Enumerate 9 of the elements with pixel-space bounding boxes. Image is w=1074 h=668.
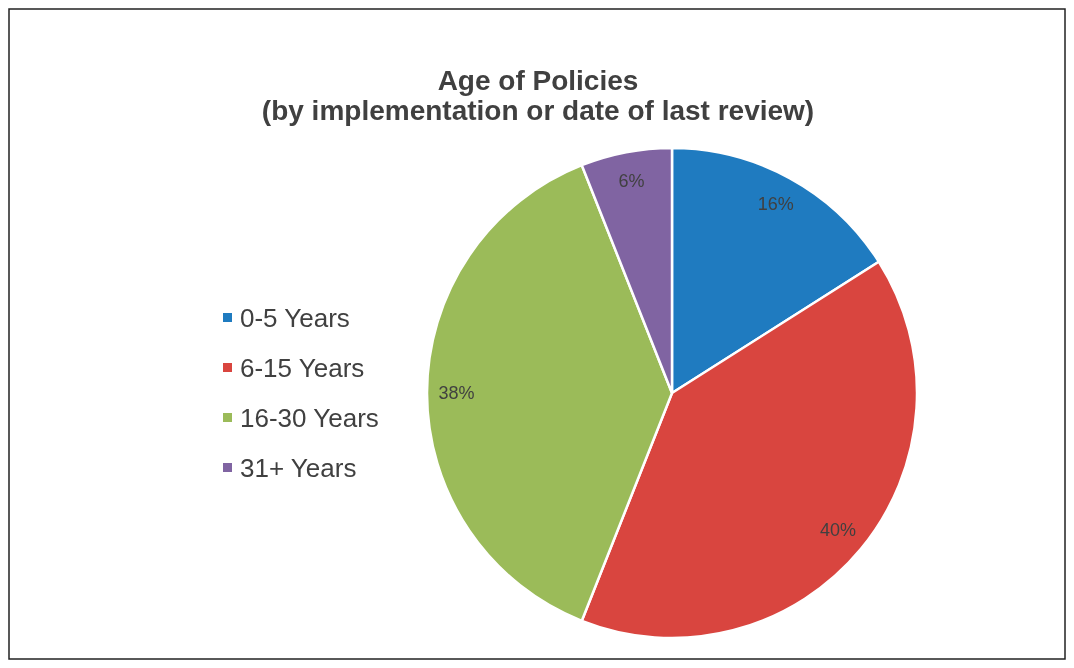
legend-label: 6-15 Years (240, 353, 365, 383)
data-label: 40% (820, 520, 857, 541)
data-label: 6% (618, 171, 645, 192)
data-label: 38% (438, 383, 475, 403)
chart-title: Age of Policies (by implementation or date of last review) (261, 65, 815, 126)
legend-label: 0-5 Years (240, 303, 350, 333)
legend-label: 16-30 Years (240, 403, 379, 433)
legend-label: 31+ Years (240, 453, 357, 483)
data-label: 16% (757, 194, 794, 215)
